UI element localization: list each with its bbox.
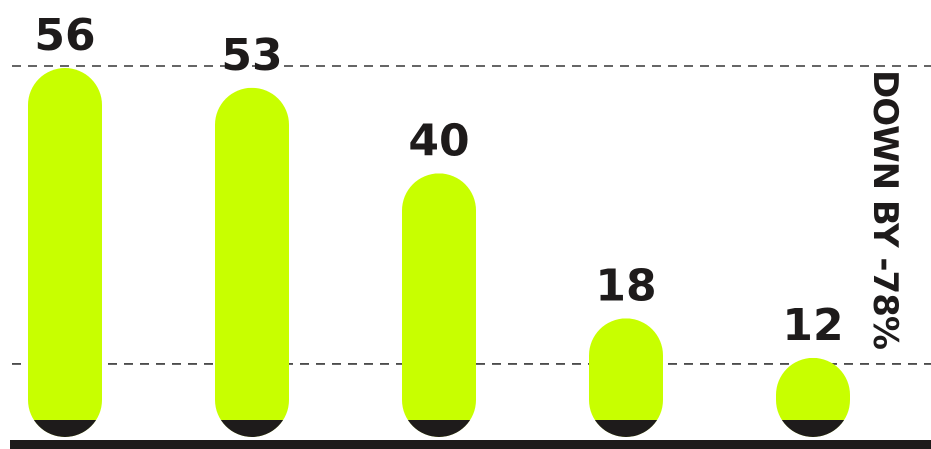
bar-fill [402, 173, 476, 437]
bar-2 [215, 87, 289, 438]
annotation-down-by: DOWN BY -78% [865, 70, 905, 349]
bar-base-cap [215, 420, 289, 437]
value-label-4: 18 [595, 260, 656, 311]
x-axis-baseline [10, 440, 931, 449]
bar-fill [215, 87, 289, 438]
bar-base-cap [589, 420, 663, 437]
bar-base-cap [402, 420, 476, 437]
value-label-1: 56 [34, 10, 95, 61]
bar-base-cap [28, 420, 102, 437]
bar-3 [402, 173, 476, 437]
bar-1 [28, 68, 102, 437]
bar-4 [589, 318, 663, 437]
bar-fill [28, 68, 102, 437]
value-label-2: 53 [221, 30, 282, 81]
value-labels: 56 53 40 18 12 [34, 10, 843, 351]
bar-fill [589, 318, 663, 437]
bar-5 [776, 357, 850, 437]
bar-base-cap [776, 420, 850, 437]
value-label-3: 40 [408, 115, 469, 166]
value-label-5: 12 [782, 300, 843, 351]
